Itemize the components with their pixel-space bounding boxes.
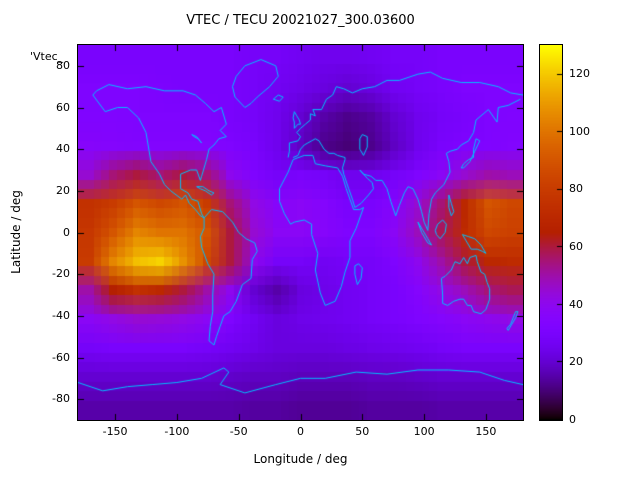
x-tick-label: 150 xyxy=(475,425,497,438)
series-label: 'Vtec_ xyxy=(30,50,64,63)
y-tick-label: 20 xyxy=(56,183,70,197)
y-tick-label: -80 xyxy=(52,392,70,406)
x-tick-label: -100 xyxy=(164,425,190,438)
y-tick-label: -40 xyxy=(52,308,70,322)
colorbar-tick-label: 80 xyxy=(569,182,583,196)
y-tick-label: -20 xyxy=(52,267,70,281)
y-tick-label: 60 xyxy=(56,100,70,114)
colorbar-tick-label: 0 xyxy=(569,413,576,426)
y-tick-label: -60 xyxy=(52,350,70,364)
x-tick-label: 100 xyxy=(413,425,435,438)
y-tick-label: 40 xyxy=(56,142,70,156)
x-tick-label: 0 xyxy=(297,425,304,438)
x-tick-label: 50 xyxy=(355,425,370,438)
colorbar xyxy=(539,44,563,421)
colorbar-canvas xyxy=(540,45,562,420)
colorbar-tick-label: 60 xyxy=(569,239,583,253)
x-axis-label: Longitude / deg xyxy=(253,452,348,466)
colorbar-tick-label: 20 xyxy=(569,355,583,369)
heatmap-canvas xyxy=(78,45,523,420)
colorbar-tick-label: 40 xyxy=(569,297,583,311)
y-axis-label: Latitude / deg xyxy=(9,190,23,274)
colorbar-tick-label: 120 xyxy=(569,66,590,80)
x-tick-label: -150 xyxy=(102,425,128,438)
plot-area xyxy=(77,44,524,421)
x-tick-label: -50 xyxy=(229,425,248,438)
colorbar-tick-label: 100 xyxy=(569,124,590,138)
y-tick-label: 80 xyxy=(56,58,70,72)
chart-title: VTEC / TECU 20021027_300.03600 xyxy=(186,13,415,28)
y-tick-label: 0 xyxy=(63,225,70,239)
